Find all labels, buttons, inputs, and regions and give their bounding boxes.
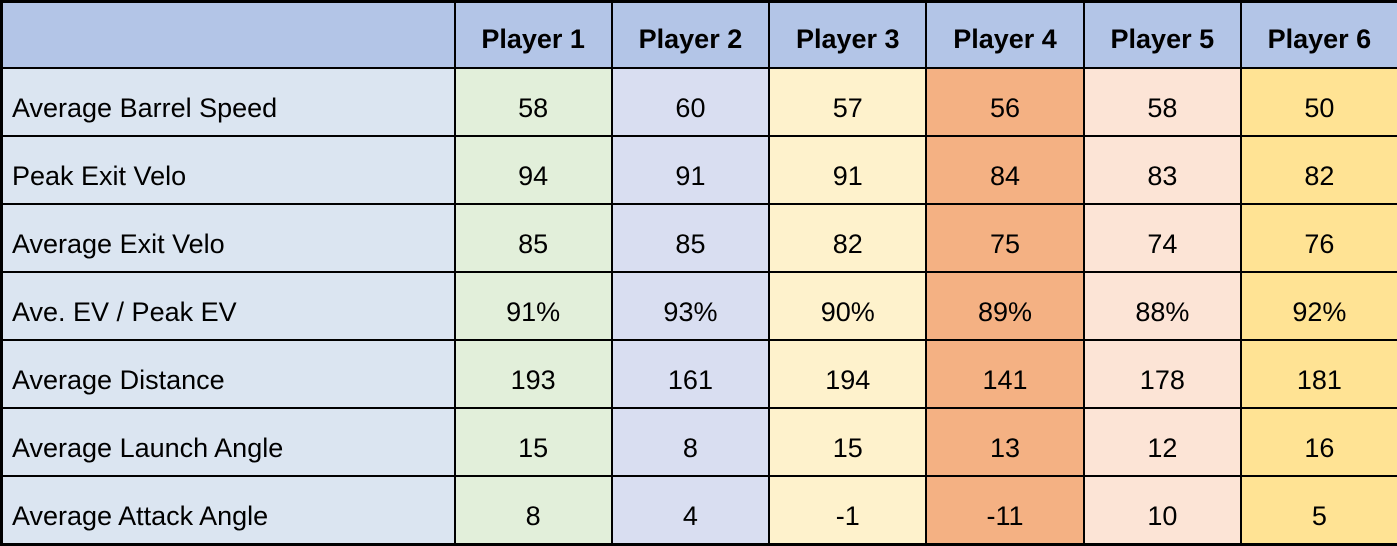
data-cell[interactable]: 83 <box>1082 134 1242 205</box>
data-cell[interactable]: 82 <box>1239 134 1397 205</box>
data-cell[interactable]: 56 <box>925 66 1085 137</box>
row-label-peak-exit-velo[interactable]: Peak Exit Velo <box>0 134 456 205</box>
header-cell-player-2[interactable]: Player 2 <box>610 0 771 69</box>
table-row-peak-exit-velo: Peak Exit Velo 94 91 91 84 83 82 <box>0 134 1397 205</box>
header-cell-player-3[interactable]: Player 3 <box>768 0 928 69</box>
data-cell[interactable]: 50 <box>1239 66 1397 137</box>
data-cell[interactable]: 10 <box>1082 475 1242 546</box>
data-cell[interactable]: 94 <box>453 134 613 205</box>
data-cell[interactable]: 93% <box>610 270 771 342</box>
table-row-average-exit-velo: Average Exit Velo 85 85 82 75 74 76 <box>0 202 1397 273</box>
data-cell[interactable]: 91 <box>610 134 771 205</box>
row-label-average-exit-velo[interactable]: Average Exit Velo <box>0 202 456 273</box>
data-cell[interactable]: 161 <box>610 339 771 410</box>
data-cell[interactable]: 58 <box>453 66 613 137</box>
data-cell[interactable]: 60 <box>610 66 771 137</box>
data-cell[interactable]: 89% <box>925 270 1085 342</box>
data-cell[interactable]: 13 <box>925 407 1085 478</box>
data-cell[interactable]: 12 <box>1082 407 1242 478</box>
header-cell-player-5[interactable]: Player 5 <box>1082 0 1242 69</box>
data-cell[interactable]: 194 <box>768 339 928 410</box>
data-cell[interactable]: 91% <box>453 270 613 342</box>
data-cell[interactable]: 92% <box>1239 270 1397 342</box>
table-row-ev-peak-ev: Ave. EV / Peak EV 91% 93% 90% 89% 88% 92… <box>0 270 1397 342</box>
data-cell[interactable]: 181 <box>1239 339 1397 410</box>
data-cell[interactable]: 15 <box>768 407 928 478</box>
data-cell[interactable]: 85 <box>453 202 613 273</box>
data-cell[interactable]: 76 <box>1239 202 1397 273</box>
data-cell[interactable]: 16 <box>1239 407 1397 478</box>
data-cell[interactable]: 8 <box>610 407 771 478</box>
row-label-barrel-speed[interactable]: Average Barrel Speed <box>0 66 456 137</box>
data-cell[interactable]: 8 <box>453 475 613 546</box>
data-cell[interactable]: 90% <box>768 270 928 342</box>
corner-cell[interactable] <box>0 0 456 69</box>
data-cell[interactable]: 74 <box>1082 202 1242 273</box>
data-cell[interactable]: -1 <box>768 475 928 546</box>
row-label-average-distance[interactable]: Average Distance <box>0 339 456 410</box>
data-cell[interactable]: 58 <box>1082 66 1242 137</box>
header-cell-player-1[interactable]: Player 1 <box>453 0 613 69</box>
data-cell[interactable]: 84 <box>925 134 1085 205</box>
header-cell-player-6[interactable]: Player 6 <box>1239 0 1397 69</box>
header-cell-player-4[interactable]: Player 4 <box>925 0 1085 69</box>
row-label-average-attack-angle[interactable]: Average Attack Angle <box>0 475 456 546</box>
data-cell[interactable]: 88% <box>1082 270 1242 342</box>
table-row-average-launch-angle: Average Launch Angle 15 8 15 13 12 16 <box>0 407 1397 478</box>
data-cell[interactable]: 15 <box>453 407 613 478</box>
data-cell[interactable]: 75 <box>925 202 1085 273</box>
data-cell[interactable]: 57 <box>768 66 928 137</box>
table-row-barrel-speed: Average Barrel Speed 58 60 57 56 58 50 <box>0 66 1397 137</box>
data-cell[interactable]: 178 <box>1082 339 1242 410</box>
row-label-ev-peak-ev[interactable]: Ave. EV / Peak EV <box>0 270 456 342</box>
data-cell[interactable]: 85 <box>610 202 771 273</box>
data-cell[interactable]: 4 <box>610 475 771 546</box>
data-cell[interactable]: 5 <box>1239 475 1397 546</box>
header-row: Player 1 Player 2 Player 3 Player 4 Play… <box>0 0 1397 69</box>
row-label-average-launch-angle[interactable]: Average Launch Angle <box>0 407 456 478</box>
data-cell[interactable]: -11 <box>925 475 1085 546</box>
data-cell[interactable]: 91 <box>768 134 928 205</box>
table-row-average-distance: Average Distance 193 161 194 141 178 181 <box>0 339 1397 410</box>
data-cell[interactable]: 193 <box>453 339 613 410</box>
data-cell[interactable]: 82 <box>768 202 928 273</box>
data-cell[interactable]: 141 <box>925 339 1085 410</box>
table-row-average-attack-angle: Average Attack Angle 8 4 -1 -11 10 5 <box>0 475 1397 546</box>
